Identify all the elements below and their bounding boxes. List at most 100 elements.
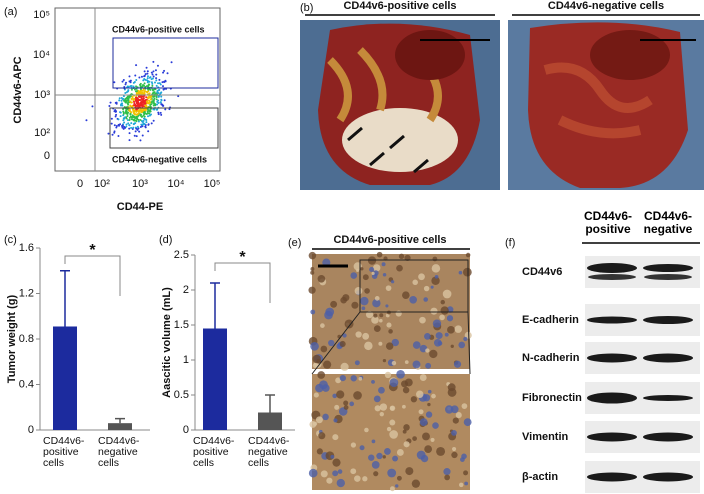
y-tick-label: 0.5: [174, 389, 189, 401]
cell: [431, 393, 436, 399]
cell: [432, 319, 442, 328]
dot: [113, 124, 116, 127]
dot: [153, 95, 156, 98]
cell: [379, 318, 383, 323]
cell: [458, 341, 466, 349]
dot: [122, 78, 125, 81]
cell: [445, 405, 454, 414]
dot: [155, 98, 158, 101]
cell: [458, 270, 463, 275]
cell: [371, 379, 375, 384]
cell: [365, 310, 374, 319]
panel-label: (b): [300, 2, 313, 14]
dot: [124, 83, 127, 86]
dot: [138, 130, 141, 133]
cell: [371, 460, 380, 469]
dot: [139, 119, 142, 122]
dot: [144, 85, 147, 88]
cell: [378, 386, 385, 394]
dot: [135, 85, 138, 88]
dot: [130, 88, 133, 91]
dot: [168, 108, 171, 111]
dot: [128, 75, 131, 78]
cell: [364, 427, 369, 433]
significance-mark: *: [239, 249, 246, 266]
dot: [122, 127, 125, 130]
cell: [354, 475, 361, 482]
dot: [153, 81, 156, 84]
dot: [118, 124, 121, 127]
dot: [152, 108, 155, 111]
cell: [328, 339, 335, 347]
cell: [432, 256, 438, 262]
cell: [430, 285, 434, 289]
cell: [447, 326, 455, 334]
dot: [118, 97, 121, 100]
cell: [419, 374, 427, 381]
band: [643, 472, 693, 482]
dot: [141, 123, 144, 126]
cell: [325, 307, 335, 317]
dot: [139, 139, 142, 142]
dot: [155, 96, 158, 99]
x-tick-label: CD44v6- negative cells: [248, 435, 290, 469]
dot: [150, 78, 153, 81]
cell: [410, 396, 418, 403]
dot: [133, 102, 136, 105]
cell: [422, 394, 431, 402]
dot: [132, 123, 135, 126]
dot: [135, 64, 138, 67]
dot: [107, 132, 110, 135]
cell: [358, 376, 363, 381]
cell: [317, 274, 326, 283]
cell: [362, 274, 369, 281]
dot: [135, 135, 138, 138]
dot: [124, 126, 127, 129]
y-tick-label: 10⁵: [33, 9, 50, 21]
cell: [332, 434, 339, 441]
cell: [463, 418, 472, 427]
cell: [382, 272, 387, 277]
dot: [115, 102, 118, 105]
dot: [131, 114, 134, 117]
cell: [444, 474, 450, 481]
cell: [310, 341, 319, 351]
cell: [379, 313, 384, 318]
dot: [125, 100, 128, 103]
dot: [119, 115, 122, 118]
cell: [339, 340, 346, 347]
dot: [156, 91, 159, 94]
y-axis-label: CD44v6-APC: [12, 56, 24, 123]
row-label: N-cadherin: [522, 352, 580, 364]
y-tick-label: 2.5: [174, 249, 189, 261]
dot: [151, 88, 154, 91]
cell: [322, 384, 330, 392]
cell: [451, 430, 457, 436]
dot: [119, 123, 122, 126]
dot: [145, 96, 148, 99]
cell: [387, 468, 397, 478]
dot: [127, 85, 130, 88]
y-tick-label: 1.2: [19, 287, 34, 299]
dot: [138, 76, 141, 79]
dot: [149, 98, 152, 101]
cell: [385, 313, 390, 318]
dot: [139, 88, 142, 91]
cell: [371, 439, 376, 444]
dot: [142, 88, 145, 91]
cell: [398, 253, 405, 260]
cell: [444, 332, 449, 337]
row-label: CD44v6: [522, 266, 562, 278]
dot: [146, 75, 149, 78]
cell: [436, 446, 446, 456]
cell: [432, 422, 439, 429]
dot: [121, 104, 124, 107]
x-tick-label: CD44v6- positive cells: [43, 435, 85, 469]
dot: [146, 100, 149, 103]
band: [587, 316, 637, 324]
dot: [146, 72, 149, 75]
cell: [333, 418, 338, 423]
dot: [118, 99, 121, 102]
cell: [427, 402, 431, 407]
dot: [144, 73, 147, 76]
